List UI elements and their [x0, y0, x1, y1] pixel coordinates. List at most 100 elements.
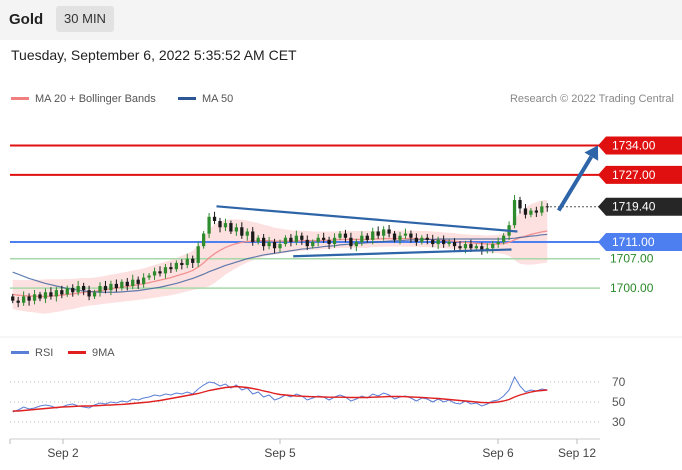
legend-ma20: MA 20 + Bollinger Bands: [11, 93, 156, 105]
candle-body: [196, 246, 200, 263]
candle-body: [158, 271, 162, 274]
candle-body: [343, 233, 348, 238]
candle-body: [202, 233, 206, 247]
candle-body: [251, 231, 255, 242]
level-label-1711.00: 1711.00: [612, 235, 655, 249]
candle-body: [289, 237, 293, 242]
candle-body: [311, 241, 315, 247]
candle-body: [234, 227, 238, 232]
candle-body: [305, 239, 309, 247]
candle-body: [120, 281, 124, 289]
candle-body: [16, 300, 20, 303]
research-credit: Research © 2022 Trading Central: [509, 93, 674, 105]
candle-body: [262, 237, 266, 247]
legend-9ma: 9MA: [68, 347, 115, 359]
candle-body: [65, 288, 69, 295]
level-label-1727.00: 1727.00: [612, 168, 656, 182]
last-price-tag: [598, 197, 682, 216]
legend-ma50-swatch: [178, 96, 196, 100]
candle-body: [387, 229, 391, 234]
candle-body: [54, 290, 58, 297]
candle-body: [136, 279, 140, 284]
rsi-ytick-50: 50: [612, 395, 626, 409]
candle-body: [283, 237, 288, 245]
candle-body: [294, 235, 298, 242]
target-arrow-head: [584, 145, 599, 161]
candle-body: [436, 239, 440, 245]
trendline-upper: [216, 205, 518, 233]
candle-body: [163, 267, 168, 274]
x-tick-label: Sep 2: [47, 446, 79, 460]
candle-body: [223, 223, 228, 228]
candle-body: [496, 241, 500, 245]
candle-body: [114, 283, 118, 289]
legend-ma20-swatch: [11, 96, 29, 100]
candle-body: [469, 244, 473, 249]
candle-body: [212, 216, 217, 221]
level-label-1700.00: 1700.00: [610, 281, 654, 295]
symbol-title: Gold: [9, 11, 44, 28]
candle-body: [447, 241, 451, 245]
candle-body: [442, 239, 446, 245]
candle-body: [142, 277, 146, 284]
candle-body: [512, 200, 517, 226]
rsi-series-RSI: [12, 375, 548, 413]
timeframe-button[interactable]: 30 MIN: [56, 6, 114, 32]
level-label-1734.00: 1734.00: [612, 139, 656, 153]
candle-body: [49, 292, 53, 297]
candle-body: [338, 233, 342, 238]
candle-body: [245, 231, 249, 236]
candle-body: [191, 258, 195, 263]
candle-body: [98, 285, 102, 293]
candle-body: [491, 244, 495, 249]
candle-body: [103, 285, 108, 291]
x-tick-label: Sep 5: [264, 446, 296, 460]
candle-body: [545, 206, 549, 208]
candle-body: [87, 290, 91, 297]
x-tick-label: Sep 12: [558, 446, 596, 460]
candle-body: [425, 237, 429, 240]
legend-rsi-swatch: [11, 350, 29, 354]
candle-body: [256, 237, 260, 242]
candle-body: [38, 294, 42, 299]
candle-body: [502, 235, 506, 242]
candle-body: [327, 239, 331, 245]
level-label-1707.00: 1707.00: [610, 252, 654, 266]
level-tag-1727.00: [598, 165, 682, 184]
x-tick-label: Sep 6: [482, 446, 514, 460]
candle-body: [420, 237, 424, 242]
candle-body: [22, 296, 26, 303]
candle-body: [480, 246, 484, 251]
candle-body: [518, 200, 522, 209]
bollinger-band-area: [12, 199, 548, 314]
candle-body: [534, 210, 538, 213]
legend-ma20-label: MA 20 + Bollinger Bands: [35, 93, 156, 105]
candle-body: [322, 237, 326, 240]
candle-body: [409, 233, 413, 238]
legend-9ma-swatch: [68, 350, 86, 354]
candle-body: [82, 285, 86, 291]
candle-body: [267, 241, 271, 247]
candle-body: [403, 233, 408, 236]
candle-body: [272, 241, 277, 249]
candle-body: [180, 262, 184, 266]
level-tag-1711.00: [598, 232, 682, 251]
candle-body: [349, 237, 353, 247]
candle-body: [452, 241, 457, 247]
legend-rsi: RSI: [11, 347, 53, 359]
candle-body: [458, 246, 462, 249]
candle-body: [229, 223, 233, 232]
candle-body: [109, 283, 113, 291]
candle-body: [185, 258, 189, 266]
candle-body: [169, 267, 173, 270]
candle-body: [11, 296, 15, 301]
target-arrow-shaft: [556, 155, 593, 212]
candle-body: [300, 235, 304, 240]
trendline-lower: [293, 248, 512, 258]
candle-body: [523, 208, 528, 215]
candle-body: [207, 216, 211, 234]
candle-body: [147, 275, 151, 278]
candle-body: [463, 244, 468, 249]
candle-body: [398, 235, 402, 240]
